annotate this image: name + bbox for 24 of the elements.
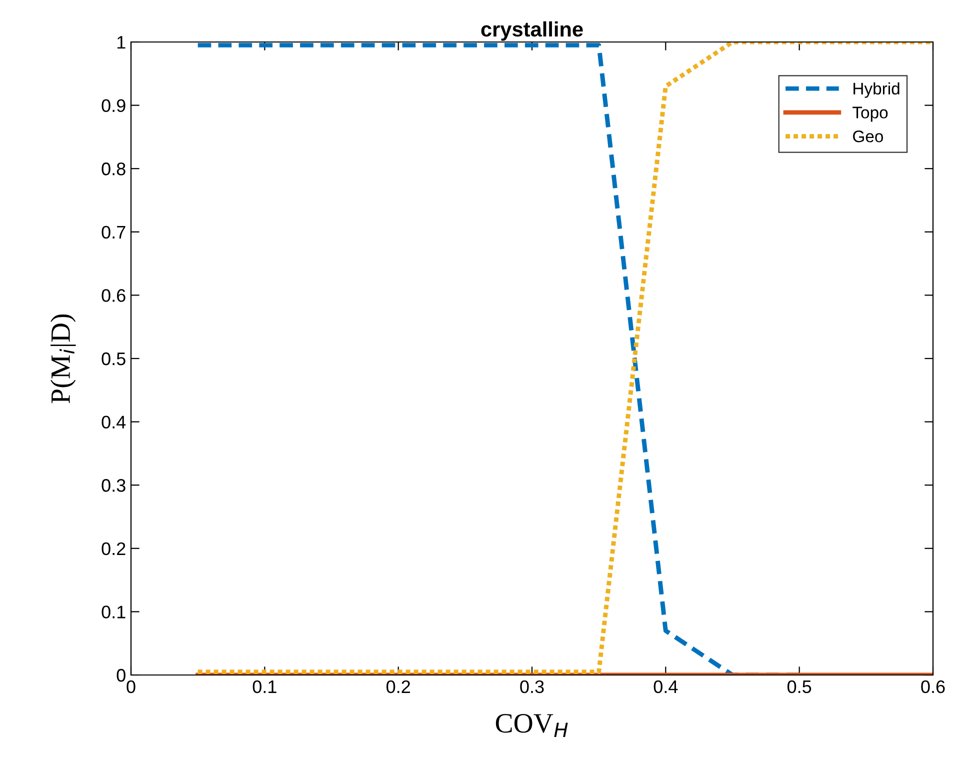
x-tick-label: 0.3 bbox=[520, 680, 544, 694]
x-axis-title: COV$_{H}$ bbox=[496, 714, 568, 737]
y-tick-label: 0.5 bbox=[102, 352, 126, 366]
y-tick-label: 0.8 bbox=[102, 162, 126, 176]
y-tick-label: 0.1 bbox=[102, 606, 126, 618]
y-tick-label: 0.7 bbox=[102, 226, 126, 239]
x-tick-label: 0.1 bbox=[252, 680, 276, 694]
x-tick-label: 0.6 bbox=[921, 680, 945, 694]
legend-label: Geo bbox=[853, 130, 883, 142]
y-tick-label: 0.4 bbox=[102, 416, 126, 429]
legend-label: Hybrid bbox=[854, 82, 900, 98]
x-tick-label: 0.2 bbox=[386, 680, 410, 694]
y-tick-label: 0.6 bbox=[102, 289, 126, 302]
y-tick-label: 0 bbox=[116, 668, 126, 682]
x-tick-label: 0 bbox=[126, 680, 136, 694]
legend-label: Topo bbox=[852, 106, 888, 122]
x-tick-label: 0.4 bbox=[654, 680, 678, 694]
y-axis-title: P(M$_{i}$|D) bbox=[50, 314, 76, 404]
y-tick-label: 0.2 bbox=[102, 542, 126, 556]
y-tick-label: 0.3 bbox=[102, 479, 126, 492]
y-tick-label: 1 bbox=[117, 36, 126, 49]
chart-title: crystalline bbox=[481, 21, 583, 41]
y-tick-label: 0.9 bbox=[102, 99, 126, 112]
x-tick-label: 0.5 bbox=[787, 680, 812, 694]
